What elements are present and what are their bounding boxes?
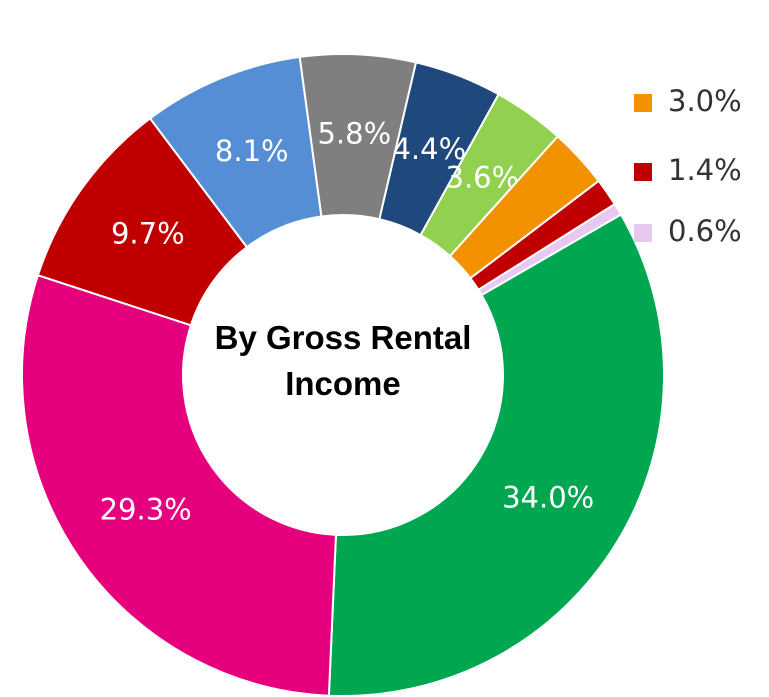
label-swatch — [634, 224, 652, 242]
data-label: 3.6% — [446, 161, 520, 195]
data-label: 4.4% — [392, 132, 466, 166]
data-label: 5.8% — [317, 116, 391, 150]
chart-title: By Gross Rental Income — [214, 319, 472, 402]
data-label: 3.0% — [668, 84, 742, 118]
donut-slice — [327, 213, 665, 697]
data-label: 34.0% — [502, 481, 594, 515]
donut-slice — [477, 202, 623, 297]
label-swatch — [634, 163, 652, 181]
data-label: 8.1% — [215, 134, 289, 168]
donut-slice — [21, 273, 338, 697]
label-swatch — [634, 94, 652, 112]
data-label: 0.6% — [668, 214, 742, 248]
data-label: 1.4% — [668, 153, 742, 187]
data-label: 29.3% — [100, 493, 192, 527]
data-label: 9.7% — [111, 216, 185, 250]
